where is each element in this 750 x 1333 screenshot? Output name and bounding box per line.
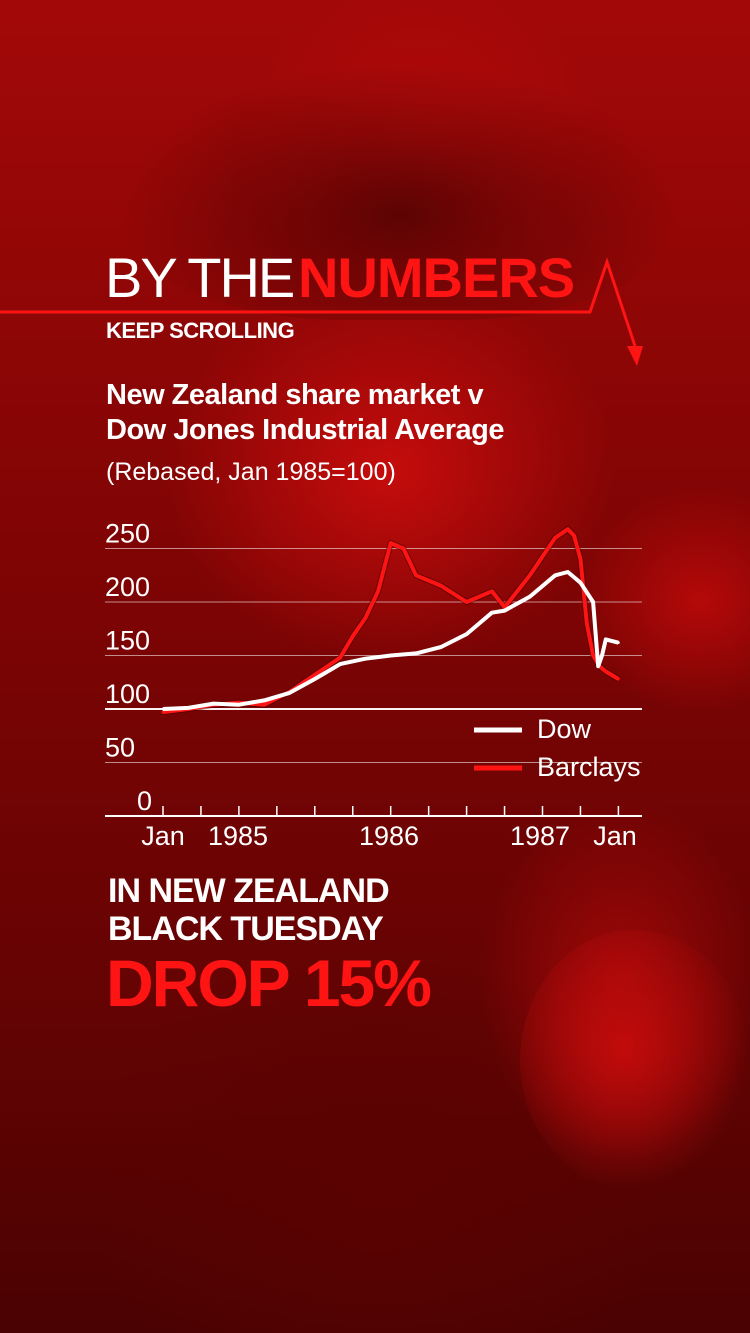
data-point-barclays — [617, 677, 620, 681]
data-point-barclays — [591, 654, 595, 657]
y-tick-label: 200 — [105, 572, 150, 602]
data-point-barclays — [585, 622, 589, 625]
arrow-head-icon — [627, 346, 643, 366]
data-point-dow — [212, 702, 216, 706]
header-by-the: BY THE — [105, 246, 295, 309]
y-tick-label: 250 — [105, 519, 150, 549]
line-chart: 050 100 150 200 250 Jan 1985 1986 1987 Jan Dow Ba… — [105, 519, 642, 851]
data-point-barclays — [389, 541, 393, 545]
data-point-barclays — [572, 534, 576, 538]
data-point-dow — [503, 609, 506, 612]
data-point-dow — [604, 638, 608, 641]
data-point-barclays — [414, 573, 418, 577]
series-line-barclays — [162, 527, 620, 715]
data-point-barclays — [401, 547, 405, 550]
background-shadow — [120, 60, 680, 320]
chart-legend: Dow Barclays — [474, 714, 641, 782]
data-point-barclays — [161, 710, 165, 714]
series-shadow-barclays — [162, 526, 620, 716]
data-point-dow — [338, 662, 342, 666]
chart-series — [161, 526, 620, 716]
data-point-barclays — [351, 634, 355, 638]
x-tick-label: Jan — [141, 821, 185, 851]
arrow-underline — [0, 257, 643, 366]
data-point-dow — [237, 703, 241, 707]
data-point-dow — [600, 654, 604, 657]
data-point-dow — [389, 654, 393, 657]
data-point-dow — [161, 707, 165, 711]
data-point-dow — [313, 677, 317, 681]
data-point-dow — [288, 691, 291, 695]
chart-title-line2: Dow Jones Industrial Average — [106, 414, 505, 446]
x-tick-label: 1985 — [208, 821, 268, 851]
data-point-barclays — [376, 589, 380, 593]
keep-scrolling-label: KEEP SCROLLING — [106, 318, 295, 343]
series-line-dow — [162, 570, 619, 711]
legend-label-dow: Dow — [537, 714, 592, 744]
data-point-dow — [617, 641, 620, 645]
y-tick-label: 100 — [105, 679, 150, 709]
caption-line2: BLACK TUESDAY — [108, 910, 384, 948]
data-point-barclays — [528, 573, 532, 577]
legend-label-barclays: Barclays — [537, 752, 641, 782]
data-point-dow — [596, 664, 600, 668]
caption-line1: IN NEW ZEALAND — [108, 872, 390, 910]
x-tick-label: 1987 — [510, 821, 570, 851]
x-axis: Jan 1985 1986 1987 Jan — [105, 806, 642, 851]
y-tick-label: 50 — [105, 733, 135, 763]
data-point-barclays — [465, 600, 468, 604]
background-receiver — [520, 930, 750, 1190]
data-point-dow — [186, 706, 190, 710]
data-point-dow — [465, 632, 468, 636]
y-tick-label: 0 — [137, 786, 152, 816]
x-tick-label: Jan — [593, 821, 637, 851]
data-point-barclays — [566, 527, 570, 531]
data-point-dow — [579, 581, 582, 585]
y-axis-ticks: 050 100 150 200 250 — [105, 519, 152, 817]
x-tick-label: 1986 — [359, 821, 419, 851]
data-point-barclays — [364, 616, 367, 620]
chart-title-line1: New Zealand share market v — [106, 379, 484, 411]
chart-subtitle: (Rebased, Jan 1985=100) — [106, 458, 396, 486]
data-point-barclays — [439, 584, 443, 588]
data-point-dow — [414, 651, 418, 655]
data-point-dow — [566, 570, 570, 574]
data-point-barclays — [604, 670, 608, 673]
data-point-dow — [490, 611, 494, 615]
data-point-barclays — [427, 579, 431, 582]
data-point-barclays — [579, 557, 582, 561]
data-point-barclays — [313, 673, 317, 677]
header-numbers: NUMBERS — [298, 246, 575, 309]
data-point-dow — [528, 595, 532, 599]
data-point-dow — [439, 645, 443, 649]
y-tick-label: 150 — [105, 626, 150, 656]
data-point-dow — [364, 657, 367, 661]
caption-drop: DROP 15% — [106, 946, 432, 1020]
data-point-dow — [262, 699, 266, 702]
data-point-barclays — [490, 589, 494, 593]
data-point-dow — [553, 573, 557, 577]
data-point-barclays — [553, 536, 557, 540]
underline-arrow-line — [0, 257, 637, 347]
data-point-dow — [591, 600, 595, 604]
data-point-barclays — [262, 703, 266, 707]
data-point-barclays — [338, 656, 342, 660]
chart-title: New Zealand share market v Dow Jones Ind… — [106, 378, 666, 448]
